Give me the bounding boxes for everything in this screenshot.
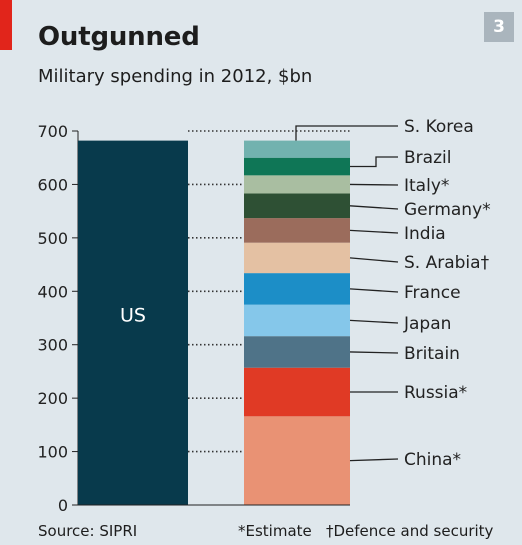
stack-segment — [244, 193, 350, 219]
leader-line — [295, 125, 398, 141]
stack-segment — [244, 273, 350, 305]
y-tick-label: 0 — [58, 496, 68, 515]
leader-line — [349, 257, 399, 263]
series-label: Japan — [403, 314, 451, 334]
stack-segment — [244, 242, 350, 274]
source-note: Source: SIPRI — [38, 522, 138, 540]
series-label: Britain — [404, 344, 460, 364]
series-label: S. Arabia† — [404, 253, 490, 273]
stack-segment — [244, 140, 350, 158]
y-tick-label: 600 — [37, 175, 68, 194]
series-label: Russia* — [404, 383, 467, 403]
y-tick-label: 700 — [37, 122, 68, 141]
y-tick-label: 400 — [37, 282, 68, 301]
series-label: Italy* — [404, 176, 449, 196]
leader-line — [349, 229, 399, 234]
stack-segment — [244, 175, 350, 194]
leader-line — [349, 205, 399, 210]
series-label: India — [404, 224, 446, 244]
series-label: China* — [404, 450, 461, 470]
chart-title: Outgunned — [38, 22, 200, 52]
y-tick-label: 300 — [37, 336, 68, 355]
stack-segment — [244, 336, 350, 368]
series-label: Brazil — [404, 148, 451, 168]
chart-number-badge: 3 — [484, 12, 514, 42]
y-tick-label: 200 — [37, 389, 68, 408]
stack-segment — [244, 416, 350, 505]
chart-subtitle: Military spending in 2012, $bn — [38, 66, 313, 87]
leader-line — [349, 183, 399, 186]
stack-segment — [244, 218, 350, 243]
stack-segment — [244, 157, 350, 176]
estimate-footnote: *Estimate — [238, 522, 312, 540]
stack-segment — [244, 367, 350, 417]
leader-line — [350, 156, 398, 168]
us-bar — [78, 140, 188, 506]
us-bar-label: US — [120, 304, 146, 326]
y-tick-label: 100 — [37, 443, 68, 462]
brand-red-tab — [0, 0, 12, 50]
y-tick-label: 500 — [37, 229, 68, 248]
leader-line — [349, 288, 399, 293]
series-label: S. Korea — [404, 117, 474, 137]
leader-line — [349, 351, 399, 354]
stack-segment — [244, 304, 350, 337]
series-label: Germany* — [404, 200, 491, 220]
series-label: France — [404, 283, 461, 303]
defence-footnote: †Defence and security — [326, 522, 494, 540]
leader-line — [349, 458, 399, 462]
leader-line — [349, 319, 399, 324]
